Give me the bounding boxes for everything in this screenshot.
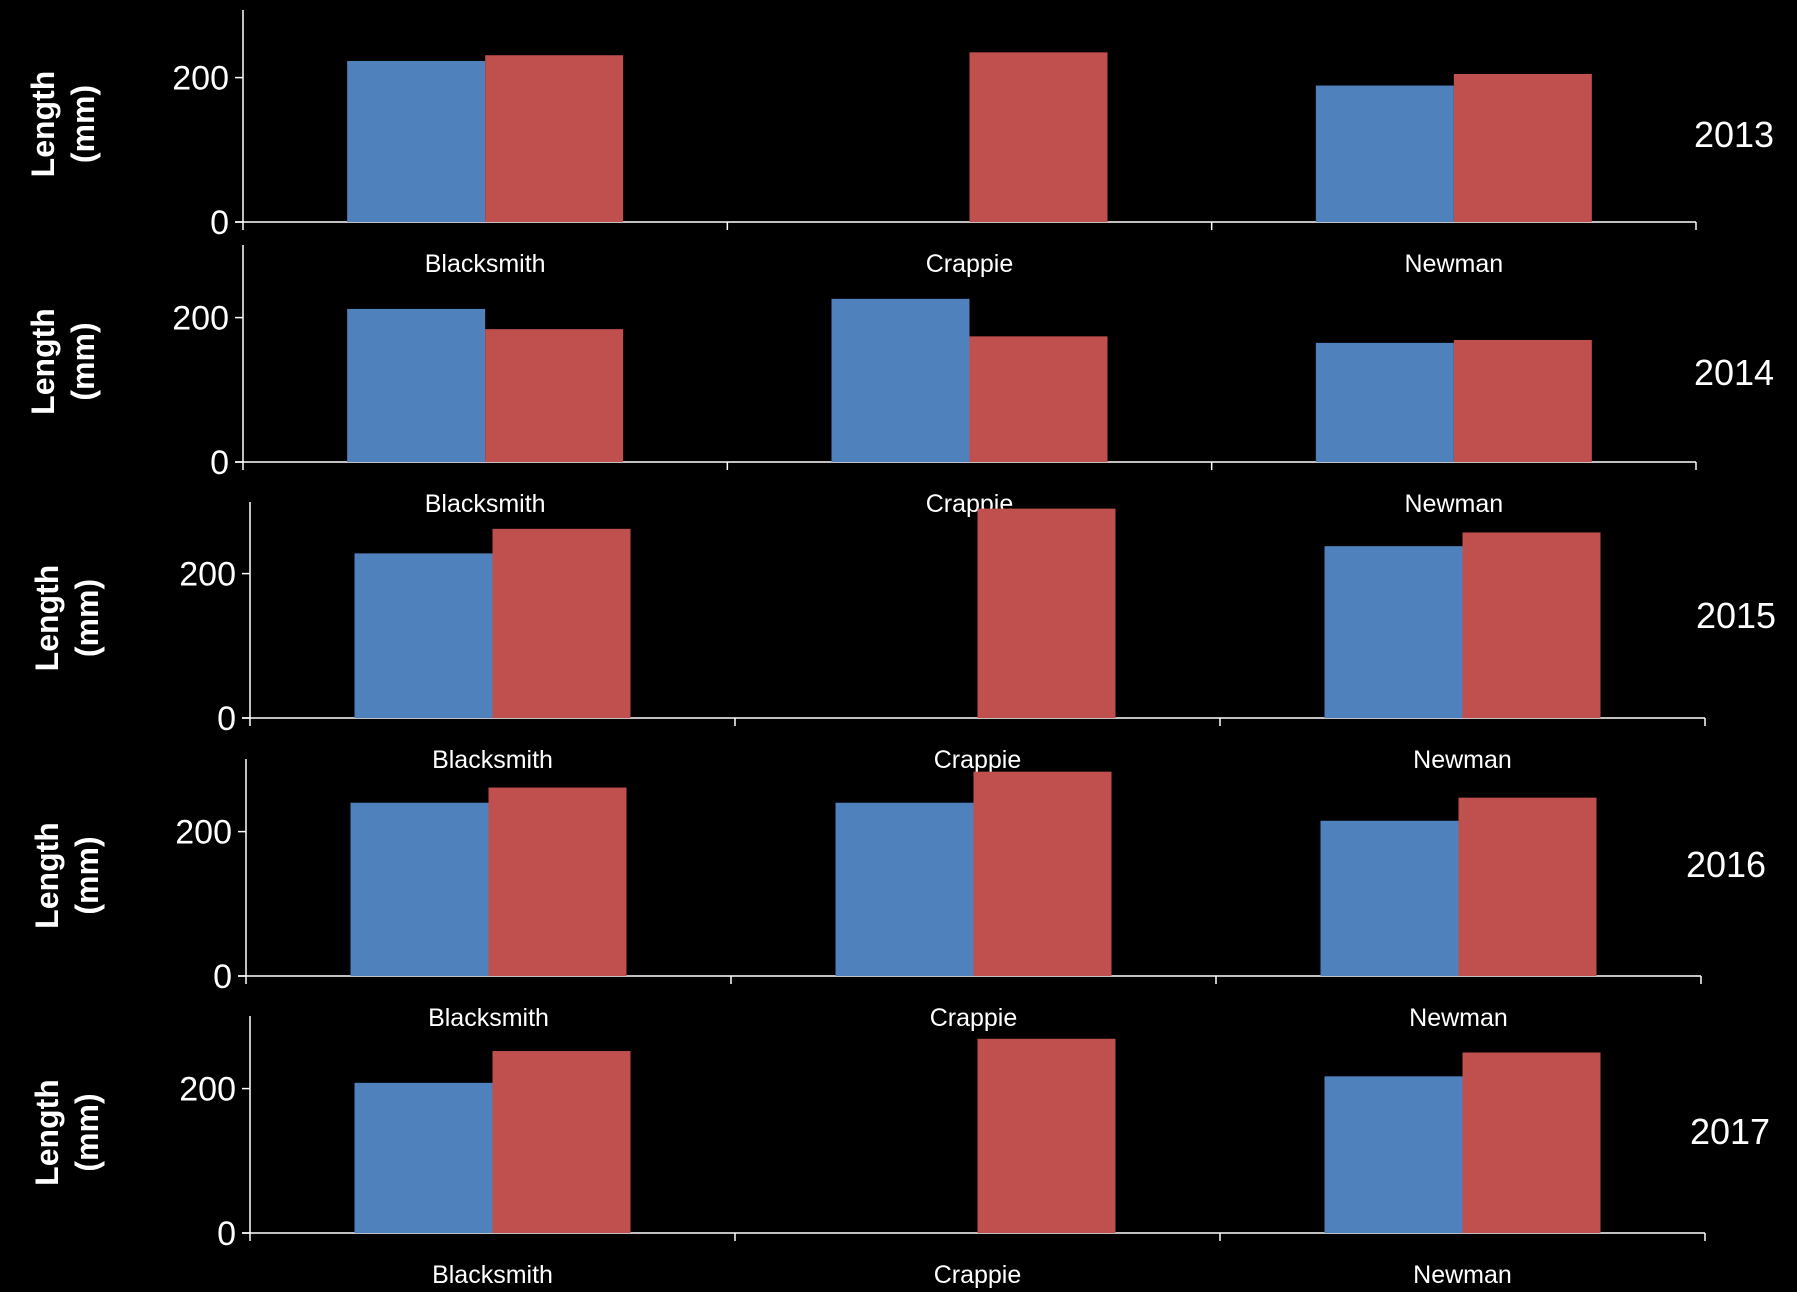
bar-crappie-series-2 — [973, 771, 1112, 976]
y-tick-label: 0 — [217, 700, 236, 738]
bar-newman-series-1 — [1324, 1076, 1463, 1233]
bar-crappie-series-2 — [977, 1038, 1116, 1233]
bar-blacksmith-series-1 — [347, 60, 486, 222]
year-label: 2014 — [1694, 352, 1774, 393]
bar-blacksmith-series-1 — [354, 553, 493, 718]
y-axis-label: Length (mm) — [25, 308, 101, 415]
x-category-label: Blacksmith — [425, 490, 546, 518]
y-axis-label: Length (mm) — [29, 822, 105, 929]
year-label: 2017 — [1690, 1111, 1770, 1152]
bar-blacksmith-series-1 — [347, 308, 486, 462]
y-tick-label: 200 — [179, 1071, 236, 1109]
year-label: 2016 — [1686, 844, 1766, 885]
bar-newman-series-2 — [1462, 1052, 1601, 1233]
x-category-label: Newman — [1405, 490, 1504, 518]
y-tick-label: 0 — [210, 444, 229, 482]
x-category-label: Blacksmith — [432, 746, 553, 774]
y-tick-label: 200 — [179, 556, 236, 594]
bar-blacksmith-series-2 — [485, 55, 624, 222]
bar-blacksmith-series-2 — [488, 787, 627, 976]
year-label: 2013 — [1694, 114, 1774, 155]
y-tick-label: 200 — [172, 300, 229, 338]
x-category-label: Blacksmith — [425, 250, 546, 278]
y-tick-label: 200 — [172, 60, 229, 98]
y-axis-label: Length (mm) — [29, 565, 105, 672]
bar-newman-series-1 — [1315, 342, 1454, 462]
bar-newman-series-2 — [1453, 73, 1592, 223]
x-category-label: Newman — [1413, 746, 1512, 774]
x-category-label: Crappie — [930, 1004, 1018, 1032]
y-tick-label: 200 — [175, 814, 232, 852]
y-tick-label: 0 — [210, 204, 229, 242]
x-category-label: Newman — [1405, 250, 1504, 278]
y-tick-label: 0 — [213, 958, 232, 996]
bar-crappie-series-1 — [835, 802, 974, 976]
bar-newman-series-2 — [1462, 532, 1601, 718]
bar-newman-series-1 — [1324, 546, 1463, 718]
y-tick-label: 0 — [217, 1215, 236, 1253]
bar-blacksmith-series-2 — [492, 1051, 631, 1233]
y-axis-label: Length (mm) — [25, 71, 101, 178]
bar-crappie-series-2 — [969, 52, 1108, 222]
y-axis-label: Length (mm) — [29, 1079, 105, 1186]
bar-crappie-series-1 — [831, 298, 970, 462]
bar-blacksmith-series-2 — [485, 329, 624, 462]
bar-newman-series-2 — [1458, 797, 1597, 976]
x-category-label: Blacksmith — [432, 1261, 553, 1289]
bar-blacksmith-series-1 — [354, 1082, 493, 1233]
bar-newman-series-1 — [1315, 85, 1454, 223]
bar-newman-series-1 — [1320, 820, 1459, 976]
year-label: 2015 — [1696, 595, 1776, 636]
x-category-label: Newman — [1409, 1004, 1508, 1032]
bar-crappie-series-2 — [977, 508, 1116, 718]
bar-blacksmith-series-1 — [350, 802, 489, 976]
x-category-label: Newman — [1413, 1261, 1512, 1289]
bar-newman-series-2 — [1453, 339, 1592, 462]
x-category-label: Crappie — [934, 746, 1022, 774]
bar-blacksmith-series-2 — [492, 528, 631, 718]
x-category-label: Crappie — [934, 1261, 1022, 1289]
x-category-label: Blacksmith — [428, 1004, 549, 1032]
bar-crappie-series-2 — [969, 336, 1108, 462]
x-category-label: Crappie — [926, 250, 1014, 278]
